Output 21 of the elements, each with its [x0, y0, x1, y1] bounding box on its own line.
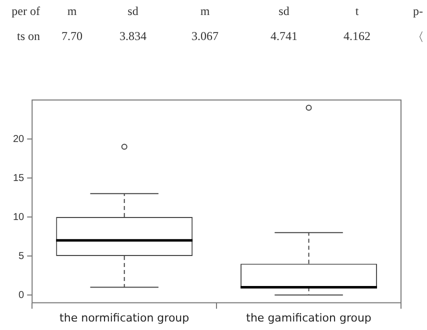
y-tick-label: 5: [18, 250, 25, 262]
text: m: [199, 4, 211, 19]
text: sd: [278, 4, 290, 19]
y-tick-label: 20: [13, 134, 25, 145]
text: p-: [412, 4, 424, 19]
text: t: [354, 4, 360, 19]
text: 7.70: [60, 29, 84, 44]
text: 3.834: [118, 29, 148, 44]
y-tick-label: 0: [18, 290, 25, 301]
text: 4.741: [270, 29, 298, 44]
x-tick-label: the normification group: [60, 311, 190, 324]
text: 3.067: [190, 29, 220, 44]
y-tick-label: 15: [13, 172, 25, 184]
text: sd: [126, 4, 140, 19]
text: 〈: [411, 29, 425, 46]
text: m: [66, 4, 78, 19]
y-tick-label: 10: [13, 212, 25, 223]
text: per of: [10, 4, 40, 19]
x-tick-label: the gamification group: [246, 311, 372, 324]
text: ts on: [16, 29, 40, 44]
text: 4.162: [342, 29, 372, 44]
